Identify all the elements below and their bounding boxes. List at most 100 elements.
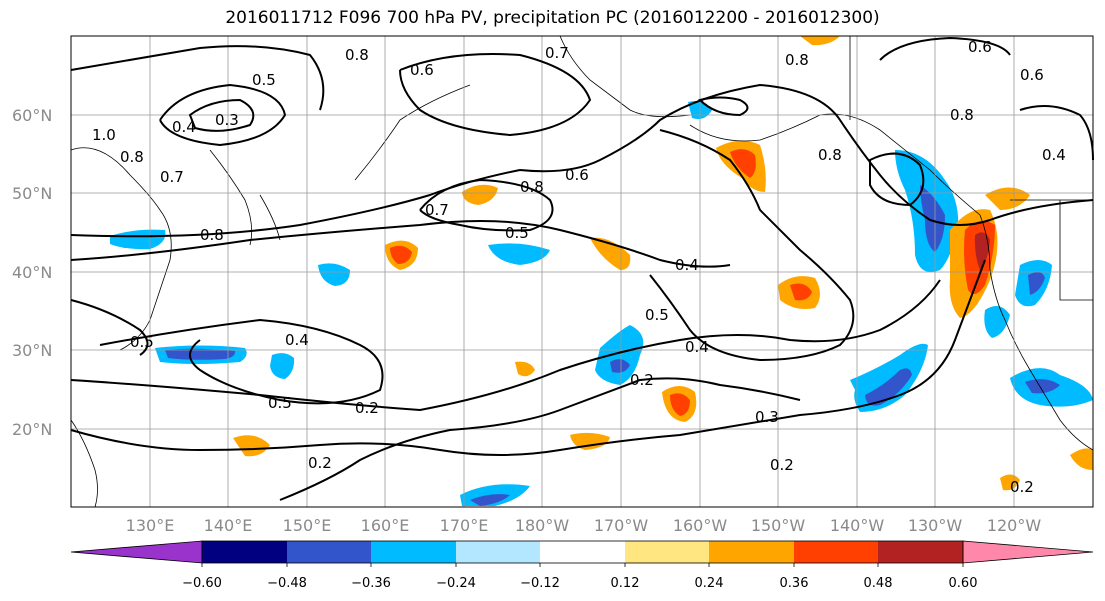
contour-label: 0.7 [160, 168, 184, 186]
contour-label: 0.3 [215, 111, 239, 129]
lon-label: 140°W [830, 516, 885, 535]
precip-area-pos [462, 184, 498, 205]
lon-label: 120°W [987, 516, 1042, 535]
lon-label: 170°E [440, 516, 489, 535]
precip-area-pos [233, 435, 270, 457]
precip-area-neg [110, 229, 166, 250]
lon-axis-labels: 130°E 140°E 150°E 160°E 170°E 180°W 170°… [126, 516, 1042, 535]
contour-label: 0.8 [950, 106, 974, 124]
colorbar-tick: −0.36 [351, 576, 391, 591]
lon-label: 130°W [908, 516, 963, 535]
lat-label: 50°N [12, 184, 52, 203]
colorbar-tick: −0.60 [182, 576, 222, 591]
precip-area-strong-pos [730, 149, 756, 178]
lat-label: 60°N [12, 106, 52, 125]
colorbar-outline [201, 540, 964, 564]
colorbar-tick: 0.60 [949, 576, 978, 591]
contour-label: 0.5 [130, 333, 154, 351]
lon-label: 150°E [283, 516, 332, 535]
precip-area-strong-neg [1025, 379, 1060, 394]
gridlines [71, 36, 1093, 507]
colorbar-tick: −0.24 [436, 576, 476, 591]
precip-area-neg [984, 306, 1010, 338]
contour-label: 0.8 [120, 148, 144, 166]
colorbar-extension-min [70, 540, 203, 564]
contour-label: 0.2 [355, 399, 379, 417]
lat-label: 20°N [12, 420, 52, 439]
colorbar-segment [371, 541, 456, 563]
contour-label: 0.8 [818, 146, 842, 164]
contour-label: 1.0 [92, 126, 116, 144]
contour-label: 0.8 [785, 51, 809, 69]
precip-area-neg [270, 353, 295, 379]
precip-area-strong-neg [165, 348, 236, 360]
precip-area-pos [590, 237, 631, 270]
colorbar-segment [202, 541, 287, 563]
contour-label: 0.5 [268, 394, 292, 412]
colorbar-tick: 0.36 [780, 576, 809, 591]
contour-label: 0.4 [675, 256, 699, 274]
colorbar-tick: −0.48 [267, 576, 307, 591]
contour-label: 0.6 [410, 61, 434, 79]
colorbar-segment [794, 541, 878, 563]
contour-label: 0.6 [565, 166, 589, 184]
precip-area-strongest-pos [974, 232, 990, 270]
precip-area-strong-neg [1028, 272, 1045, 295]
contour-label: 0.7 [425, 201, 449, 219]
contour-label: 0.5 [505, 224, 529, 242]
precip-area-strong-pos [670, 393, 690, 416]
colorbar-segment [456, 541, 540, 563]
precip-area-strong-neg [865, 368, 912, 406]
colorbar-segment [287, 541, 371, 563]
colorbar-tick: 0.48 [864, 576, 893, 591]
lon-label: 180°W [515, 516, 570, 535]
precip-area-strong-neg [610, 359, 630, 373]
contour-labels: 0.8 0.7 0.6 0.8 0.6 0.5 0.4 0.3 1.0 0.8 … [92, 38, 1066, 496]
map-frame [70, 35, 1094, 508]
lon-label: 170°W [594, 516, 649, 535]
precip-area-pos [800, 36, 840, 46]
coastlines [70, 35, 1094, 508]
map-background [71, 36, 1093, 507]
precip-area-neg [488, 243, 550, 265]
lon-label: 160°E [361, 516, 410, 535]
lat-axis-labels: 60°N 50°N 40°N 30°N 20°N [12, 106, 52, 439]
precip-area-strong-pos [390, 245, 412, 264]
precip-area-pos [570, 432, 610, 450]
precip-area-pos [515, 361, 535, 377]
colorbar-segment [709, 541, 794, 563]
colorbar-tick: 0.24 [695, 576, 724, 591]
contour-label: 0.2 [770, 456, 794, 474]
contour-label: 0.6 [968, 38, 992, 56]
lat-label: 40°N [12, 263, 52, 282]
contour-label: 0.4 [685, 338, 709, 356]
map-title: 2016011712 F096 700 hPa PV, precipitatio… [225, 8, 880, 28]
contour-label: 0.5 [645, 306, 669, 324]
contour-label: 0.8 [200, 226, 224, 244]
colorbar [70, 540, 1094, 567]
lon-label: 130°E [126, 516, 175, 535]
lon-label: 160°W [673, 516, 728, 535]
precip-area-neg [595, 325, 644, 385]
precip-area-neg [318, 263, 350, 286]
colorbar-extension-max [962, 540, 1094, 564]
precip-area-pos [1000, 474, 1020, 491]
lon-label: 150°W [751, 516, 806, 535]
contour-label: 0.8 [345, 46, 369, 64]
contour-label: 0.3 [755, 408, 779, 426]
colorbar-tick: 0.12 [611, 576, 640, 591]
contour-label: 0.6 [1020, 66, 1044, 84]
contour-label: 0.2 [630, 371, 654, 389]
contour-label: 0.4 [1042, 146, 1066, 164]
contour-label: 0.4 [285, 331, 309, 349]
contour-label: 0.2 [308, 454, 332, 472]
contour-label: 0.2 [1010, 478, 1034, 496]
colorbar-tick-labels: −0.60 −0.48 −0.36 −0.24 −0.12 0.12 0.24 … [182, 576, 977, 591]
precip-area-strong-neg [920, 185, 945, 252]
precip-area-pos [1070, 448, 1093, 470]
precip-area-strong-neg [470, 494, 510, 506]
contour-label: 0.7 [545, 44, 569, 62]
contour-label: 0.5 [252, 71, 276, 89]
colorbar-segment [878, 541, 963, 563]
